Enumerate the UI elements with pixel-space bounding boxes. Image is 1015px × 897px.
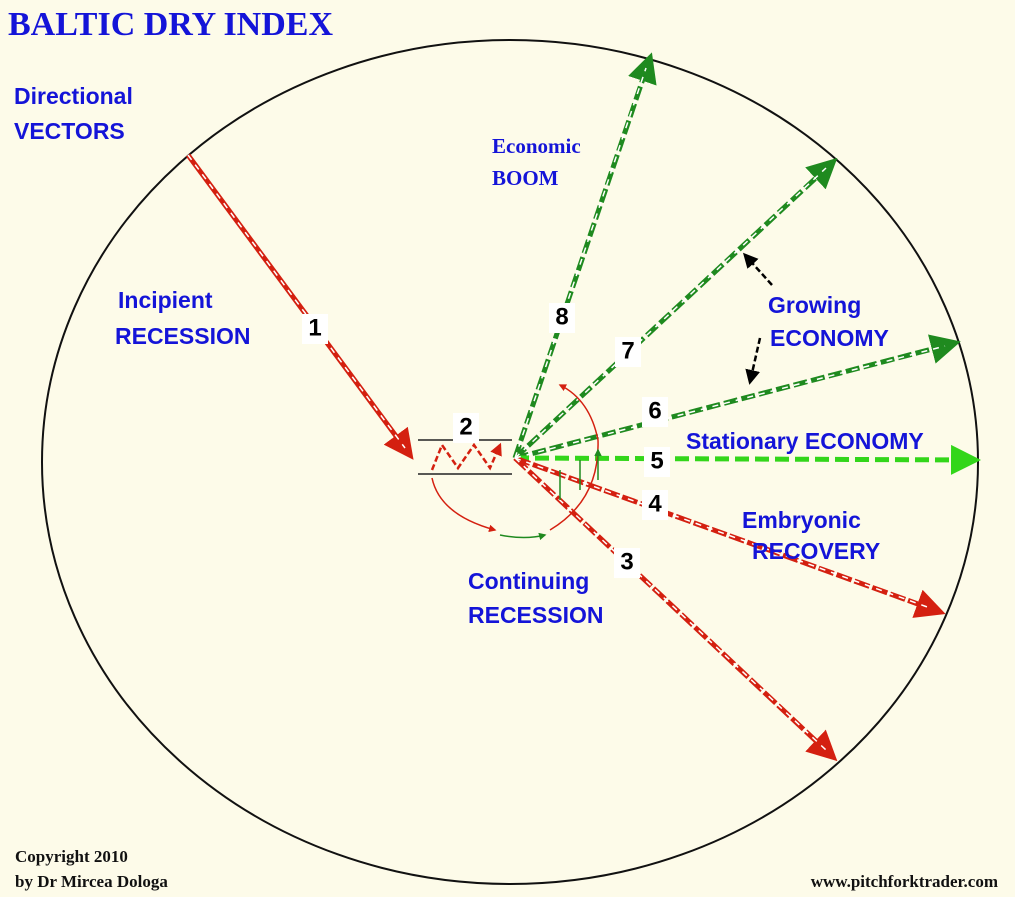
- label: RECESSION: [115, 323, 250, 349]
- label: RECOVERY: [752, 538, 880, 564]
- copyright: Copyright 2010: [15, 847, 128, 866]
- label: Continuing: [468, 568, 589, 594]
- vectors: [185, 52, 981, 762]
- label: Incipient: [118, 287, 213, 313]
- url: www.pitchforktrader.com: [811, 872, 998, 891]
- small-arrows: [430, 252, 773, 541]
- vector-number: 2: [459, 413, 472, 440]
- label: Embryonic: [742, 507, 861, 533]
- label: Growing: [768, 292, 861, 318]
- vector-number: 6: [648, 397, 661, 424]
- label: ECONOMY: [770, 325, 889, 351]
- vector-numbers: 1 2 3 4 5 6 7 8: [302, 303, 670, 578]
- vector-number: 7: [621, 337, 634, 364]
- vector-number: 4: [648, 490, 662, 517]
- vector-number: 3: [620, 548, 633, 575]
- label: RECESSION: [468, 602, 603, 628]
- vector-number: 5: [650, 447, 663, 474]
- header-line: VECTORS: [14, 118, 125, 144]
- label: Economic: [492, 134, 581, 158]
- vector-number: 8: [555, 303, 568, 330]
- header-line: Directional: [14, 83, 133, 109]
- copyright: by Dr Mircea Dologa: [15, 872, 168, 891]
- vector-number: 1: [308, 314, 321, 341]
- label: BOOM: [492, 166, 559, 190]
- vector-5: [514, 444, 981, 475]
- title: BALTIC DRY INDEX: [8, 6, 333, 43]
- label: Stationary ECONOMY: [686, 428, 924, 454]
